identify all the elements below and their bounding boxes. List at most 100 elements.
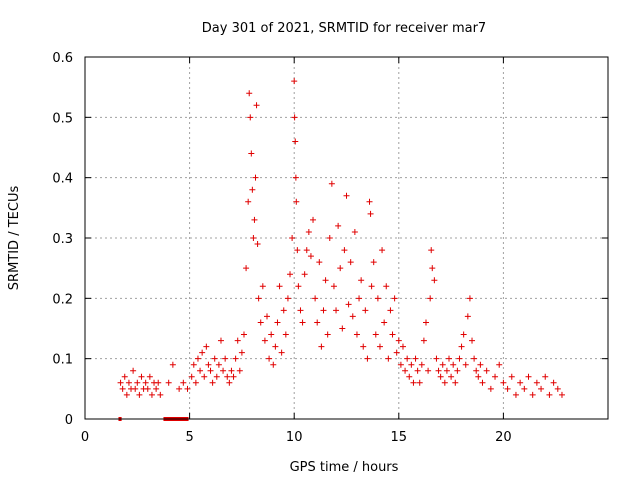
data-point (293, 198, 300, 205)
data-point (550, 379, 557, 386)
y-tick-label: 0.1 (52, 353, 73, 368)
data-point (125, 379, 132, 386)
data-point (512, 391, 519, 398)
data-point (201, 373, 208, 380)
data-point (466, 295, 473, 302)
y-tick-label: 0.3 (52, 232, 73, 247)
data-point (383, 283, 390, 290)
data-point (207, 367, 214, 374)
data-point (119, 385, 126, 392)
chart-title: Day 301 of 2021, SRMTID for receiver mar… (202, 21, 486, 36)
data-point (294, 247, 301, 254)
data-point (312, 295, 319, 302)
data-point (232, 355, 239, 362)
data-point (278, 349, 285, 356)
data-point (226, 379, 233, 386)
data-point (360, 343, 367, 350)
data-point (165, 379, 172, 386)
data-point (222, 355, 229, 362)
x-tick-label: 20 (495, 430, 512, 445)
data-point (521, 385, 528, 392)
data-point (428, 247, 435, 254)
data-point (322, 277, 329, 284)
data-point (410, 379, 417, 386)
data-point (190, 361, 197, 368)
data-point (234, 337, 241, 344)
data-point (471, 355, 478, 362)
data-point (477, 361, 484, 368)
y-tick-label: 0.4 (52, 172, 73, 187)
data-point (347, 259, 354, 266)
data-point (266, 355, 273, 362)
data-point (439, 361, 446, 368)
data-point (372, 331, 379, 338)
data-point (435, 367, 442, 374)
data-point (274, 319, 281, 326)
data-point (326, 235, 333, 241)
data-point (245, 198, 252, 205)
plot-frame (84, 56, 609, 420)
data-point (138, 373, 145, 380)
data-point (136, 391, 143, 398)
y-axis-label: SRMTID / TECUs (7, 186, 22, 291)
x-tick-label: 10 (286, 430, 303, 445)
data-point (324, 331, 331, 338)
data-point (406, 373, 413, 380)
data-point (314, 319, 321, 326)
y-tick-label: 0.5 (52, 111, 73, 126)
data-point (194, 355, 201, 362)
data-point (464, 313, 471, 320)
data-point (155, 379, 162, 386)
data-point (431, 277, 438, 284)
data-point (454, 367, 461, 374)
x-tick-label: 5 (185, 430, 193, 445)
data-point (247, 114, 254, 121)
data-point (199, 349, 206, 356)
data-point (343, 192, 350, 199)
data-point (443, 367, 450, 374)
data-point (399, 343, 406, 350)
y-tick-label: 0 (65, 413, 73, 428)
data-point (441, 379, 448, 386)
data-point (211, 355, 218, 362)
data-point (335, 222, 342, 229)
x-axis-label: GPS time / hours (290, 460, 399, 475)
data-point (448, 373, 455, 380)
data-point (525, 373, 532, 380)
data-point (349, 313, 356, 320)
data-point (213, 373, 220, 380)
data-point (450, 361, 457, 368)
data-point (228, 367, 235, 374)
x-tick-label: 15 (391, 430, 408, 445)
data-point (144, 385, 151, 392)
data-point (292, 174, 299, 181)
data-point (121, 373, 128, 380)
data-point (433, 355, 440, 362)
data-point (538, 385, 545, 392)
data-point (412, 355, 419, 362)
data-point (496, 361, 503, 368)
x-tick-label: 0 (81, 430, 89, 445)
data-point (287, 271, 294, 278)
data-point (368, 283, 375, 290)
data-point (458, 343, 465, 350)
data-point (422, 319, 429, 326)
data-point (385, 355, 392, 362)
data-point (404, 355, 411, 362)
data-point (246, 90, 253, 97)
data-point (295, 283, 302, 290)
data-point (307, 253, 314, 260)
data-point (389, 331, 396, 338)
data-point (337, 265, 344, 272)
data-point (345, 301, 352, 308)
data-point (176, 385, 183, 392)
data-point (483, 367, 490, 374)
data-point (533, 379, 540, 386)
data-point (255, 295, 262, 302)
data-point (462, 361, 469, 368)
data-point (395, 337, 402, 344)
data-point (291, 78, 298, 85)
data-point (353, 331, 360, 338)
data-point (270, 361, 277, 368)
data-point (429, 265, 436, 272)
